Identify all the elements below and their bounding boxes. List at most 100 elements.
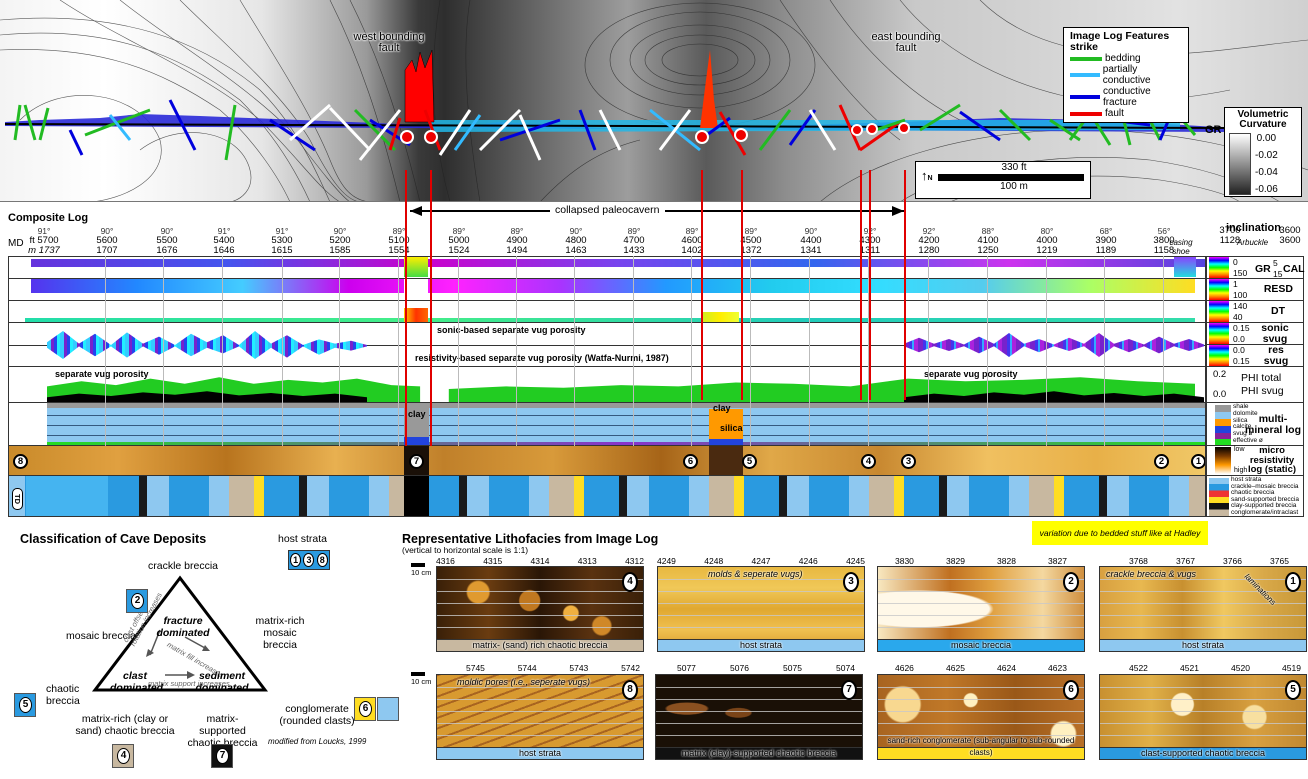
fault-swatch-icon <box>1070 111 1102 116</box>
mineral-legend: shale dolomite silica calcite svug ø eff… <box>1233 403 1263 444</box>
matrix-support-label: matrix support increases <box>148 679 230 688</box>
track-resd <box>8 278 1206 300</box>
panel-1-top-caption: crackle breccia & vugs <box>1106 569 1197 579</box>
arrow-right-icon <box>892 206 904 216</box>
panel-2-badge: 2 <box>1063 572 1079 592</box>
crackle-breccia-label: crackle breccia <box>148 560 219 572</box>
fault-line-1 <box>405 170 407 446</box>
panel-8-image: moldic pores (i.e., seperate vugs) host … <box>436 674 644 760</box>
panel-6-badge: 6 <box>1063 680 1079 700</box>
facies-badge-2: 2 <box>1154 454 1169 469</box>
track-label-sonic-svug: 0.15 0.0 sonic svug <box>1206 322 1304 345</box>
panel-8-top-caption: moldic pores (i.e., seperate vugs) <box>457 677 591 687</box>
partially-conductive-swatch-icon <box>1070 73 1100 77</box>
clay-annotation-2: clay <box>713 403 731 413</box>
matrix-supported-label: matrix-supported chaotic breccia <box>187 713 258 749</box>
clast-dominated-label: clast dominated <box>110 670 164 694</box>
fracture-dominated-label: fracture dominated <box>156 615 210 639</box>
matrix-rich-mosaic-label: matrix-rich mosaic breccia <box>255 615 305 651</box>
panel-3-badge: 3 <box>843 572 859 592</box>
track-label-dt: 140 40 DT <box>1206 300 1304 322</box>
chaotic-breccia-label: chaotic breccia <box>46 683 80 707</box>
fault-line-7 <box>904 170 906 400</box>
fault-line-4 <box>741 170 743 400</box>
depth-4100: 88° 4100 1250 <box>977 226 999 256</box>
facies-badge-6: 6 <box>683 454 698 469</box>
scale-bar: ↑N 330 ft 100 m <box>915 161 1091 199</box>
sep-vug-annotation-right: separate vug porosity <box>924 369 1018 379</box>
fault-line-3 <box>701 170 703 400</box>
track-phi: separate vug porosity separate vug poros… <box>8 366 1206 402</box>
panel-4-badge: 4 <box>622 572 638 592</box>
panel-7-ticks: 5077 5076 5075 5074 <box>677 663 855 673</box>
panel-6-image: sand-rich conglomerate (sub-angular to s… <box>877 674 1085 760</box>
collapsed-paleocavern-label: collapsed paleocavern <box>550 204 665 216</box>
depth-4800: 90° 4800 1463 <box>565 226 587 256</box>
facies-badge-7: 7 <box>409 454 424 469</box>
depth-5500: 90° 5500 1676 <box>156 226 178 256</box>
track-dt <box>8 300 1206 322</box>
track-svug: sonic-based separate vug porosity resist… <box>8 322 1206 366</box>
matrix-supported-icon: 7 <box>211 744 233 768</box>
depth-4400: 90° 4400 1341 <box>800 226 822 256</box>
track-multi-mineral: clay clay silica <box>8 402 1206 445</box>
track-label-res-svug: 0.0 0.15 res svug <box>1206 344 1304 367</box>
host-strata-label: host strata <box>278 533 328 545</box>
lithofacies-swatches <box>1209 478 1229 516</box>
panel-1-ticks: 3768 3767 3766 3765 <box>1129 556 1289 566</box>
conductive-fracture-swatch-icon <box>1070 95 1100 99</box>
collapsed-paleocavern-arrow: collapsed paleocavern <box>410 204 904 217</box>
lithofacies-legend: host strata crackle–mosaic breccia chaot… <box>1231 476 1299 516</box>
panel-5-badge: 5 <box>1285 680 1301 700</box>
north-arrow-icon: ↑N <box>921 168 933 183</box>
panel-8-caption: host strata <box>518 748 562 758</box>
facies-badge-4: 4 <box>861 454 876 469</box>
panel-1-badge: 1 <box>1285 572 1301 592</box>
track-label-lithofacies: host strata crackle–mosaic breccia chaot… <box>1206 475 1304 517</box>
vc-title: Volumetric Curvature <box>1237 109 1289 130</box>
track-label-multi-mineral: shale dolomite silica calcite svug ø eff… <box>1206 402 1304 445</box>
scale-bar-bottom-icon <box>411 672 425 676</box>
depth-5600: 90° 5600 1707 <box>96 226 118 256</box>
legend-item-conductive-fracture: conductive fracture <box>1070 86 1182 108</box>
panel-8-ticks: 5745 5744 5743 5742 <box>466 663 640 673</box>
depth-4900: 89° 4900 1494 <box>506 226 528 256</box>
depth-4700: 89° 4700 1433 <box>623 226 645 256</box>
host-strata-icon: 1 3 8 <box>288 550 330 570</box>
classification-title: Classification of Cave Deposits <box>20 532 207 546</box>
lithofacies-subtitle: (vertical to horizontal scale is 1:1) <box>402 545 529 555</box>
panel-5-image: clast-supported chaotic breccia 5 <box>1099 674 1307 760</box>
hadley-note: variation due to bedded stuff like at Ha… <box>1032 521 1208 545</box>
classification-triangle <box>91 575 269 692</box>
east-fault-label: east bounding fault <box>871 31 941 54</box>
conglomerate-icon: 6 <box>354 697 376 721</box>
inclination-label: inclination <box>1226 222 1281 234</box>
fault-line-2 <box>430 170 432 446</box>
curvature-map: west bounding fault east bounding fault … <box>0 0 1308 202</box>
depth-axis: 91° ft 5700 m 1737 90° 5600 1707 90° 5500 1676… <box>22 226 1308 256</box>
facies-badge-5: 5 <box>742 454 757 469</box>
matrix-rich-chaotic-label: matrix-rich (clay or sand) chaotic brecc… <box>75 713 175 737</box>
volumetric-curvature-legend: Volumetric Curvature 0.00 -0.02 -0.04 -0… <box>1224 107 1302 197</box>
depth-4600: 89° 4600 1402 <box>681 226 703 256</box>
fault-line-5 <box>860 170 862 400</box>
legend-item-partially-conductive: partially conductive <box>1070 64 1182 86</box>
laminations-label: laminations <box>1242 572 1278 607</box>
mosaic-breccia-label: mosaic breccia <box>66 630 137 642</box>
panel-7-caption: matrix (clay)-supported chaotic breccia <box>681 748 837 758</box>
depth-5000: 89° 5000 1524 <box>448 226 470 256</box>
track-label-gr-cal: 0 150 GR 5 15 CAL <box>1206 256 1305 279</box>
depth-5300: 91° 5300 1615 <box>271 226 293 256</box>
scale-label-bottom: 10 cm <box>411 677 432 686</box>
silica-annotation: silica <box>720 423 743 433</box>
facies-badge-8: 8 <box>13 454 28 469</box>
panel-3-image: molds & seperate vugs) host strata 3 <box>657 566 865 652</box>
crackle-breccia-icon: 2 <box>126 589 148 613</box>
sediment-dominated-label: sediment dominated <box>195 670 249 694</box>
casing-shoe-label: casing shoe <box>1169 238 1193 256</box>
track-label-phi: 0.2 0.0 PHI total PHI svug <box>1206 366 1304 402</box>
depth-5200: 90° 5200 1585 <box>329 226 351 256</box>
depth-3800: 56° 3800 1158 <box>1153 226 1175 256</box>
panel-5-caption: clast-supported chaotic breccia <box>1140 748 1266 758</box>
panel-3-top-caption: molds & seperate vugs) <box>708 569 803 579</box>
